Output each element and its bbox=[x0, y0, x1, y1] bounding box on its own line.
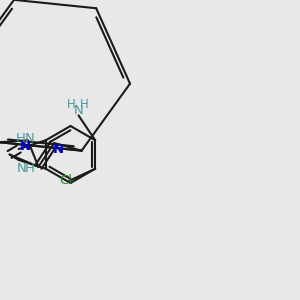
Text: H: H bbox=[25, 162, 34, 175]
Text: H: H bbox=[80, 98, 89, 111]
Text: N: N bbox=[17, 162, 27, 175]
Text: N: N bbox=[20, 140, 31, 153]
Text: N: N bbox=[25, 132, 34, 145]
Text: H: H bbox=[15, 132, 25, 145]
Text: H: H bbox=[67, 98, 75, 111]
Text: N: N bbox=[53, 143, 64, 156]
Text: N: N bbox=[74, 104, 83, 117]
Text: Cl: Cl bbox=[59, 174, 72, 187]
